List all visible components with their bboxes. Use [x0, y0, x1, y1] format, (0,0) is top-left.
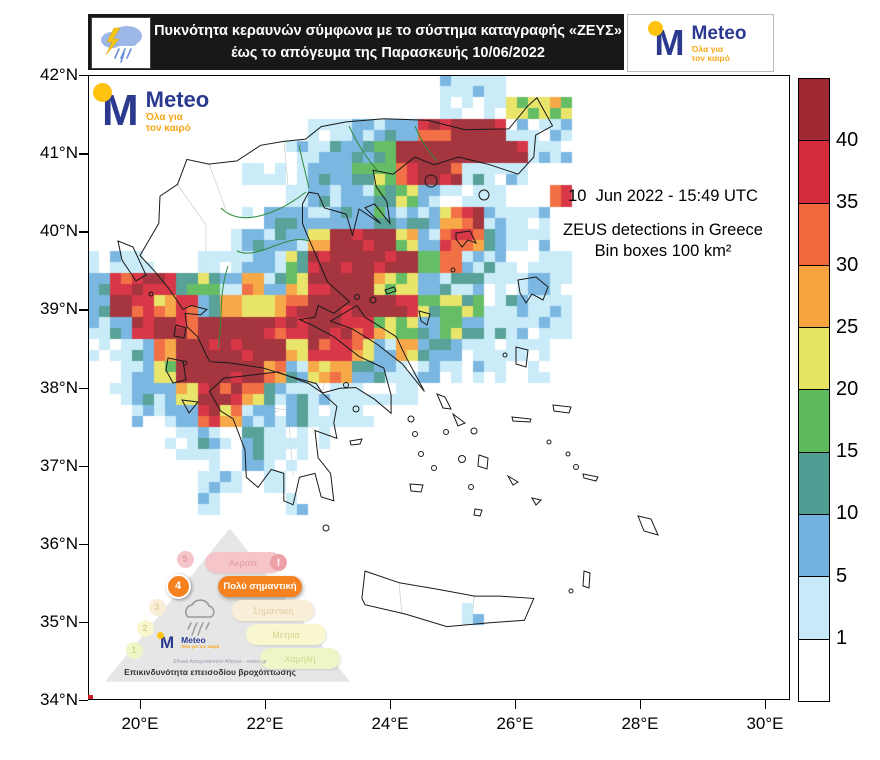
colorbar-segment [799, 452, 829, 516]
y-axis-label: 34°N [40, 690, 78, 709]
y-axis-label: 36°N [40, 533, 78, 553]
y-axis-tick [79, 309, 88, 311]
meteo-m-icon: M [93, 82, 139, 133]
pyramid-level-number-5: 5 [176, 550, 194, 568]
y-axis-tick [79, 543, 88, 546]
meteo-tagline: Όλα για τον καιρό [691, 44, 730, 63]
meteo-m-icon: M [647, 20, 685, 60]
colorbar-segment [799, 639, 829, 701]
map-annotation: 10 Jun 2022 - 15:49 UTC ZEUS detections … [543, 187, 783, 261]
colorbar-segment [799, 328, 829, 391]
x-axis-label: 26°E [496, 714, 534, 733]
meteo-logo-map: M Meteo Όλα για τον καιρό [93, 82, 210, 134]
meteo-logo-pyramid: M Meteo Όλα για τον καιρό [157, 631, 220, 650]
meteo-m-icon: M [157, 631, 174, 650]
header-title: Πυκνότητα κεραυνών σύμφωνα με το σύστημα… [154, 14, 622, 70]
pyramid-level-5: Ακραία [205, 552, 281, 573]
x-axis-label: 28°E [621, 714, 659, 733]
peloponnese-outline [208, 371, 338, 506]
y-axis-label: 38°N [40, 377, 78, 397]
annotation-line2: Bin boxes 100 km² [594, 241, 732, 260]
x-axis-label: 20°E [121, 714, 159, 733]
x-axis-tick [515, 700, 517, 709]
colorbar-segment [799, 390, 829, 453]
pyramid-level-number-3: 3 [148, 598, 166, 616]
y-axis-label: 40°N [40, 221, 78, 241]
colorbar-segment [799, 79, 829, 142]
annotation-line1: ZEUS detections in Greece [563, 221, 763, 239]
meteo-brand-name: Meteo [181, 635, 206, 645]
colorbar-tick-label: 25 [836, 315, 859, 338]
colorbar-segment [799, 203, 829, 266]
y-axis-label: 39°N [40, 299, 78, 319]
colorbar [798, 78, 830, 702]
extreme-level-alert-icon: ! [270, 554, 287, 571]
y-axis-label: 42°N [40, 65, 78, 84]
colorbar-tick-label: 20 [836, 378, 859, 400]
header-title-line2: έως το απόγευμα της Παρασκευής 10/06/202… [231, 45, 545, 61]
y-axis-tick [79, 231, 88, 233]
colorbar-tick-label: 1 [836, 626, 848, 649]
storm-cloud-lightning-icon [91, 17, 151, 69]
y-axis-tick [79, 387, 88, 389]
pyramid-level-4: Πολύ σημαντική [218, 576, 302, 597]
crete-outline [361, 570, 535, 628]
x-axis-tick [640, 700, 642, 709]
x-axis-tick [265, 700, 267, 709]
colorbar-tick-label: 30 [836, 253, 859, 276]
x-axis-label: 22°E [246, 714, 284, 733]
y-axis-tick [79, 153, 88, 155]
header-title-line1: Πυκνότητα κεραυνών σύμφωνα με το σύστημα… [154, 22, 622, 39]
y-axis-label: 35°N [40, 611, 78, 631]
colorbar-segment [799, 265, 829, 329]
colorbar-tick-label: 5 [836, 564, 848, 587]
islands-outlines [117, 230, 659, 589]
meteo-tagline: Όλα για τον καιρό [181, 644, 220, 649]
colorbar-tick-label: 15 [836, 440, 859, 463]
origin-marker [88, 695, 93, 699]
colorbar-tick-label: 10 [836, 502, 859, 525]
y-axis-tick [79, 75, 88, 77]
annotation-datetime: 10 Jun 2022 - 15:49 UTC [568, 187, 758, 205]
meteo-logo-header: M Meteo Όλα για τον καιρό [627, 14, 774, 72]
pyramid-level-2: Μέτρια [246, 624, 326, 645]
rivers [217, 125, 438, 349]
y-axis-label: 37°N [40, 455, 78, 475]
meteo-tagline: Όλα για τον καιρό [145, 112, 191, 134]
pyramid-level-number-2: 2 [136, 619, 154, 637]
rain-risk-pyramid: Ακραία 5! Πολύ σημαντική 4 Σημαντική 3 Μέτρια 2… [100, 525, 360, 695]
x-axis-label: 24°E [371, 714, 409, 733]
pyramid-level-1: Χαμηλή [260, 648, 340, 669]
colorbar-segment [799, 515, 829, 578]
colorbar-tick-label: 35 [836, 191, 859, 214]
greece-mainland-outline [139, 96, 554, 415]
y-axis-tick [79, 621, 88, 624]
x-axis-tick [765, 700, 767, 709]
pyramid-level-3: Σημαντική [232, 600, 314, 621]
x-axis-tick [140, 700, 142, 709]
x-axis-label: 30°E [746, 714, 784, 733]
y-axis-tick [79, 700, 88, 702]
pyramid-small-print: Εθνικό Αστεροσκοπείο Αθηνών - meteo.gr [173, 659, 267, 665]
y-axis-label: 41°N [40, 143, 78, 163]
header-banner: Πυκνότητα κεραυνών σύμφωνα με το σύστημα… [88, 14, 774, 72]
colorbar-tick-label: 40 [836, 129, 859, 152]
header-title-bar [88, 14, 624, 70]
euboea-outline [329, 304, 425, 392]
meteo-brand-name: Meteo [691, 23, 747, 45]
coastline-layer [117, 96, 659, 628]
colorbar-segment [799, 577, 829, 640]
pyramid-caption: Επικινδυνότητα επεισοδίου βροχόπτωσης [124, 667, 296, 677]
y-axis-tick [79, 465, 88, 468]
colorbar-segment [799, 141, 829, 204]
pyramid-level-number-4: 4 [165, 573, 191, 599]
x-axis-tick [390, 700, 392, 709]
map-plot-area: M Meteo Όλα για τον καιρό 10 Jun 2022 - 1… [88, 75, 790, 700]
meteo-brand-name: Meteo [145, 87, 210, 112]
pyramid-level-number-1: 1 [125, 641, 143, 659]
